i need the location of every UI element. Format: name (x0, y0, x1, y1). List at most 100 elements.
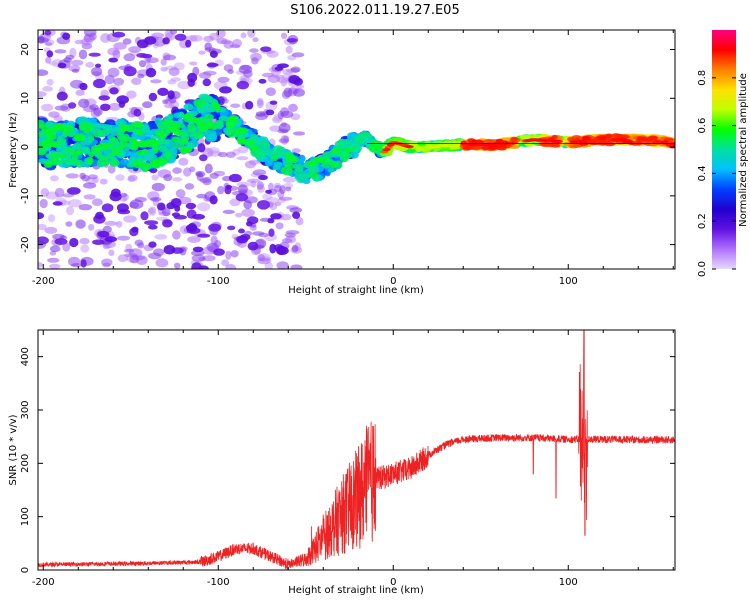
spectrogram-cell (195, 171, 206, 178)
spectrogram-cell (278, 152, 287, 159)
spectrogram-cell (288, 103, 298, 112)
spectrogram-cell (272, 145, 284, 154)
spectrogram-cell (150, 197, 162, 202)
spectrogram-cell (292, 211, 301, 219)
spectrogram-cell (109, 191, 122, 202)
y-tick-label: 0 (20, 567, 31, 573)
spectrogram-cell (276, 77, 291, 84)
y-tick-label: 0 (20, 144, 31, 150)
spectrogram-cell (648, 135, 658, 140)
spectrogram-cell (48, 263, 61, 269)
spectrogram-cell (204, 163, 213, 174)
spectrogram-cell (48, 111, 60, 118)
spectrogram-cell (243, 140, 252, 146)
spectrogram-cell (269, 100, 278, 105)
spectrogram-cell (104, 236, 118, 243)
spectrogram-cell (605, 133, 613, 139)
spectrogram-cell (116, 95, 129, 105)
spectrogram-cell (218, 115, 229, 122)
spectrogram-cell (208, 223, 222, 232)
spectrogram-cell (280, 213, 292, 221)
x-tick-label: -100 (207, 577, 230, 588)
spectrogram-cell (56, 146, 68, 154)
spectrogram-cell (203, 113, 214, 121)
spectrogram-cell (225, 264, 237, 269)
spectrogram-cell (238, 228, 245, 234)
spectrogram-cell (67, 131, 75, 138)
colorbar-strip (712, 30, 736, 269)
colorbar-tick-label: 0.6 (697, 118, 708, 134)
spectrogram-cell (92, 128, 105, 138)
spectrogram-cell (482, 145, 490, 150)
spectrogram-cell (42, 86, 53, 92)
spectrogram-cell (66, 206, 75, 216)
x-tick-label: -100 (207, 276, 230, 287)
spectrogram-cell (451, 143, 460, 147)
spectrogram-cell (291, 244, 299, 253)
spectrogram-cell (285, 45, 293, 54)
spectrogram-cell (211, 103, 221, 109)
spectrogram-cell (122, 38, 132, 45)
spectrogram-cell (38, 131, 45, 138)
spectrogram-cell (533, 138, 542, 142)
spectrogram-cell (327, 167, 334, 173)
spectrogram-cell (569, 140, 578, 144)
spectrogram-cell (246, 221, 253, 227)
spectrogram-cell (234, 127, 246, 135)
spectrogram-cell (113, 42, 127, 50)
spectrogram-cell (45, 42, 53, 47)
spectrogram-cell (97, 142, 108, 150)
colorbar: 0.0 0.2 0.4 0.6 0.8 Normalized spectral ampl… (697, 30, 749, 277)
spectrogram-cell (44, 30, 52, 36)
spectrogram-cell (115, 220, 123, 228)
spectrogram-cell (97, 230, 110, 238)
spectrogram-cell (192, 246, 204, 253)
spectrogram-cell (145, 67, 157, 78)
spectrogram-cell (460, 140, 468, 145)
spectrogram-cell (155, 258, 169, 268)
spectrogram-cell (97, 157, 110, 167)
spectrogram-cell (129, 255, 140, 264)
spectrogram-cell (382, 148, 391, 152)
spectrogram-cell (79, 172, 87, 180)
spectrogram-cell (99, 178, 108, 185)
spectrogram-cell (91, 66, 103, 77)
spectrogram-cell (259, 141, 270, 149)
spectrogram-cell (78, 204, 93, 211)
spectrogram-cell (274, 201, 282, 207)
spectrogram-cell (62, 32, 71, 40)
spectrogram-cell (488, 145, 499, 150)
spectrogram-cell (136, 140, 149, 148)
spectrogram-cell (236, 80, 249, 90)
spectrogram-cell (162, 207, 171, 217)
spectrogram-cell (46, 50, 54, 58)
spectrogram-cell (88, 151, 95, 158)
spectrogram-cell (163, 174, 173, 182)
x-tick-label: -200 (32, 276, 55, 287)
spectrogram-cell (142, 101, 153, 109)
spectrogram-cell (100, 103, 111, 112)
spectrogram-cell (160, 67, 168, 72)
spectrogram-cell (108, 57, 118, 63)
colorbar-label: Normalized spectral amplitude (738, 73, 749, 227)
spectrogram-cell (550, 143, 561, 148)
spectrogram-cell (175, 189, 186, 198)
spectrogram-cell (230, 250, 239, 258)
spectrogram-ylabel: Frequency (Hz) (8, 112, 19, 188)
spectrogram-cell (180, 137, 189, 145)
spectrogram-cell (133, 121, 144, 129)
y-tick-label: -20 (20, 236, 31, 252)
spectrogram-cell (38, 69, 49, 76)
spectrogram-cell (225, 121, 233, 130)
spectrogram-cell (131, 138, 139, 148)
spectrogram-cell (243, 200, 252, 210)
spectrogram-cell (252, 37, 259, 43)
spectrogram-cell (241, 208, 255, 217)
spectrogram-cell (652, 140, 663, 145)
spectrogram-cell (232, 57, 242, 65)
spectrogram-cell (252, 169, 267, 176)
spectrogram-cell (73, 133, 86, 142)
spectrogram-cell (270, 154, 279, 162)
spectrogram-cell (256, 99, 264, 108)
spectrogram-cell (163, 244, 176, 255)
